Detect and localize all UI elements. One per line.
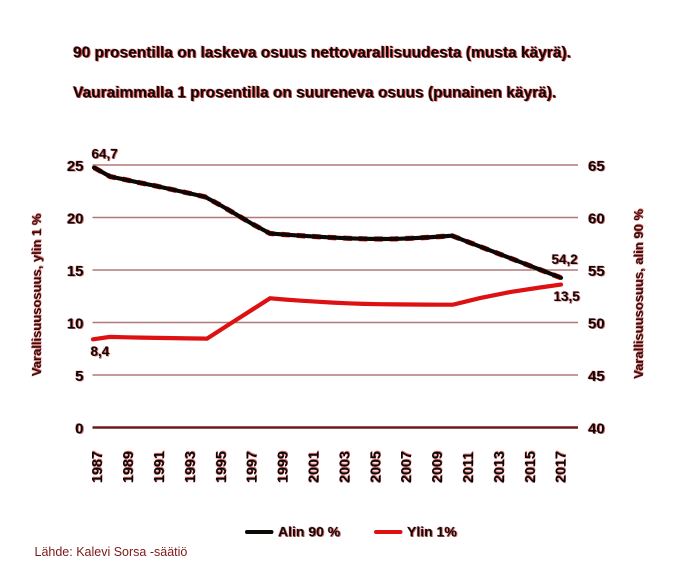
svg-text:15: 15 <box>67 263 84 280</box>
svg-text:Varallisuusosuus, alin 90 %: Varallisuusosuus, alin 90 % <box>631 209 646 379</box>
svg-text:55: 55 <box>588 263 605 280</box>
svg-text:2011: 2011 <box>461 452 477 483</box>
svg-text:1989: 1989 <box>121 451 137 483</box>
svg-text:8,4: 8,4 <box>91 344 110 359</box>
svg-text:Varallisuusosuus, ylin 1 %: Varallisuusosuus, ylin 1 % <box>29 213 44 376</box>
svg-text:Ylin 1%: Ylin 1% <box>407 524 457 540</box>
svg-text:2001: 2001 <box>307 451 323 483</box>
svg-text:25: 25 <box>67 158 84 175</box>
svg-text:2003: 2003 <box>337 451 353 483</box>
svg-text:54,2: 54,2 <box>552 252 578 267</box>
svg-text:1995: 1995 <box>214 451 230 483</box>
svg-text:10: 10 <box>67 315 84 332</box>
svg-text:2013: 2013 <box>492 451 508 483</box>
svg-text:2005: 2005 <box>368 451 384 483</box>
svg-text:1987: 1987 <box>90 451 106 483</box>
svg-text:45: 45 <box>588 368 605 385</box>
svg-text:60: 60 <box>588 210 605 227</box>
svg-text:50: 50 <box>588 315 605 332</box>
svg-text:0: 0 <box>75 420 83 437</box>
svg-text:64,7: 64,7 <box>92 146 118 161</box>
svg-text:2009: 2009 <box>430 451 446 483</box>
svg-text:13,5: 13,5 <box>554 289 581 304</box>
svg-text:2017: 2017 <box>554 451 570 483</box>
svg-text:2007: 2007 <box>399 451 415 483</box>
svg-text:20: 20 <box>67 210 84 227</box>
svg-text:1997: 1997 <box>245 451 261 483</box>
svg-text:5: 5 <box>75 368 83 385</box>
svg-text:Lähde: Kalevi Sorsa -säätiö: Lähde: Kalevi Sorsa -säätiö <box>35 545 188 559</box>
svg-text:1999: 1999 <box>276 451 292 483</box>
svg-text:40: 40 <box>588 420 605 437</box>
svg-text:1991: 1991 <box>152 451 168 483</box>
svg-text:Vauraimmalla 1 prosentilla on: Vauraimmalla 1 prosentilla on suureneva … <box>73 85 556 102</box>
svg-text:Alin 90 %: Alin 90 % <box>278 524 341 540</box>
svg-text:90 prosentilla on laskeva osuu: 90 prosentilla on laskeva osuus nettovar… <box>73 45 571 62</box>
svg-text:1993: 1993 <box>183 451 199 483</box>
svg-text:2015: 2015 <box>523 451 539 483</box>
svg-text:65: 65 <box>588 158 605 175</box>
